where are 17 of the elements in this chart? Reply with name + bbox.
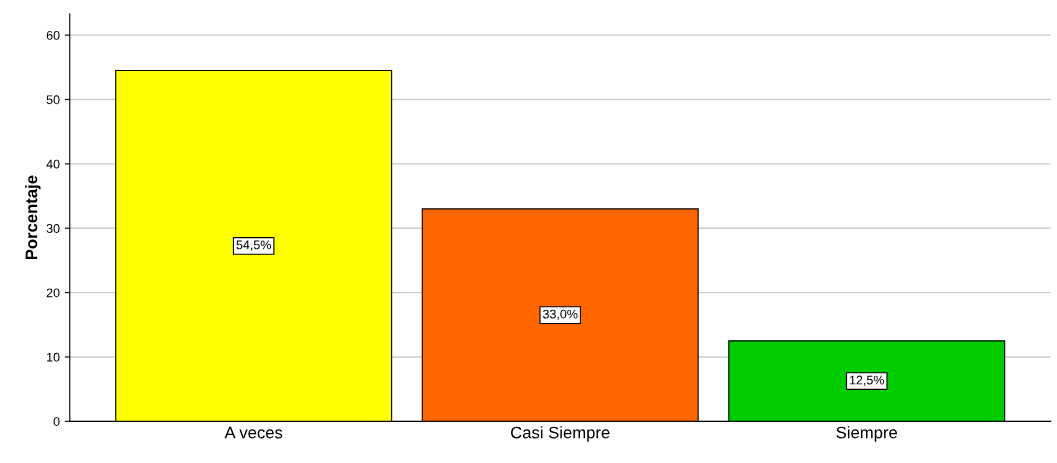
bar	[115, 69, 393, 422]
data-label: 33,0%	[542, 309, 578, 320]
data-label: 12,5%	[849, 375, 885, 386]
y-tick-label: 50	[46, 95, 60, 105]
bar	[421, 208, 699, 422]
y-tick-label: 30	[46, 224, 60, 233]
y-tick-label: 40	[46, 159, 60, 169]
x-tick-label: Siempre	[836, 426, 898, 442]
x-tick-label: Casi Siempre	[511, 426, 610, 442]
data-label: 54,5%	[236, 240, 271, 251]
y-tick-label: 60	[46, 30, 60, 40]
y-tick-label: 20	[46, 288, 60, 298]
bar	[728, 340, 1006, 422]
y-tick-label: 10	[47, 352, 60, 362]
x-tick-label: A veces	[224, 426, 283, 439]
y-axis-title: Porcentaje	[25, 175, 41, 260]
y-tick-label: 0	[53, 417, 60, 426]
